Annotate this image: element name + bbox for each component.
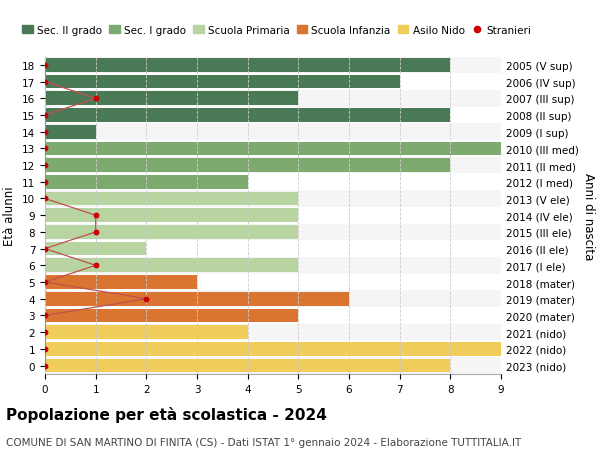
Bar — [45, 126, 95, 139]
Y-axis label: Età alunni: Età alunni — [4, 186, 16, 246]
Bar — [45, 191, 501, 207]
Bar — [45, 159, 451, 173]
Bar — [45, 59, 451, 73]
Bar — [45, 124, 501, 141]
Bar — [45, 209, 298, 223]
Point — [40, 112, 50, 119]
Bar — [45, 207, 501, 224]
Point — [40, 146, 50, 153]
Bar — [45, 241, 501, 257]
Bar — [45, 291, 501, 308]
Bar — [45, 142, 501, 156]
Bar — [45, 76, 400, 89]
Bar — [45, 342, 501, 356]
Point — [91, 262, 100, 269]
Bar — [45, 257, 501, 274]
Point — [40, 196, 50, 203]
Point — [40, 312, 50, 319]
Bar — [45, 359, 451, 373]
Bar — [45, 109, 451, 123]
Point — [91, 229, 100, 236]
Point — [40, 329, 50, 336]
Bar — [45, 274, 501, 291]
Point — [91, 212, 100, 219]
Bar — [45, 325, 248, 339]
Bar — [45, 324, 501, 341]
Bar — [45, 57, 501, 74]
Point — [40, 162, 50, 169]
Bar — [45, 275, 197, 289]
Bar — [45, 74, 501, 91]
Bar — [45, 292, 349, 306]
Bar — [45, 107, 501, 124]
Point — [40, 246, 50, 253]
Legend: Sec. II grado, Sec. I grado, Scuola Primaria, Scuola Infanzia, Asilo Nido, Stran: Sec. II grado, Sec. I grado, Scuola Prim… — [18, 22, 535, 39]
Y-axis label: Anni di nascita: Anni di nascita — [583, 172, 595, 259]
Point — [40, 179, 50, 186]
Point — [40, 279, 50, 286]
Bar — [45, 309, 298, 323]
Point — [40, 78, 50, 86]
Point — [40, 362, 50, 369]
Bar — [45, 308, 501, 324]
Bar — [45, 225, 298, 239]
Point — [142, 296, 151, 303]
Bar — [45, 91, 501, 107]
Bar — [45, 224, 501, 241]
Bar — [45, 141, 501, 157]
Point — [40, 62, 50, 69]
Text: COMUNE DI SAN MARTINO DI FINITA (CS) - Dati ISTAT 1° gennaio 2024 - Elaborazione: COMUNE DI SAN MARTINO DI FINITA (CS) - D… — [6, 437, 521, 447]
Bar — [45, 192, 298, 206]
Text: Popolazione per età scolastica - 2024: Popolazione per età scolastica - 2024 — [6, 406, 327, 422]
Bar — [45, 157, 501, 174]
Point — [91, 95, 100, 103]
Point — [40, 346, 50, 353]
Bar — [45, 175, 248, 189]
Bar — [45, 242, 146, 256]
Bar — [45, 259, 298, 273]
Point — [40, 129, 50, 136]
Bar — [45, 92, 298, 106]
Bar — [45, 174, 501, 191]
Bar — [45, 358, 501, 374]
Bar — [45, 341, 501, 358]
